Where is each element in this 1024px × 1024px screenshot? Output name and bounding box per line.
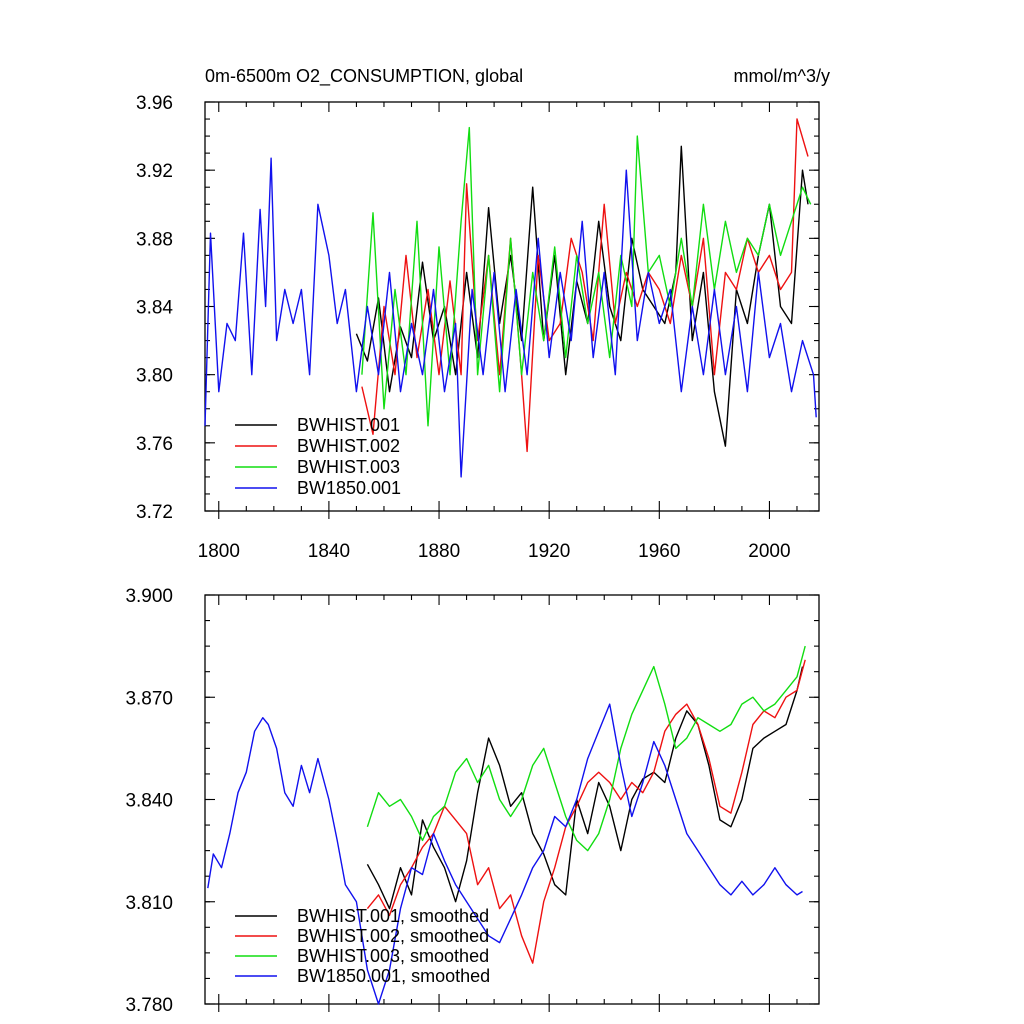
top-y-tick-label: 3.92	[136, 161, 173, 182]
top-legend-label: BWHIST.002	[297, 436, 400, 456]
top-series-group	[204, 118, 817, 478]
bottom-series-line-2	[366, 659, 806, 964]
top-series-line-1	[355, 145, 809, 447]
bottom-y-tick-label: 3.810	[125, 893, 173, 914]
top-legend-label: BW1850.001	[297, 478, 401, 498]
top-series-line-2	[361, 118, 809, 453]
top-axes-ticks: 1800 1840 1880 1920 1960 2000 3.72 3.76 3.80 3.84…	[136, 93, 819, 562]
top-y-tick-label: 3.80	[136, 366, 173, 387]
top-panel-title: 0m-6500m O2_CONSUMPTION, global	[205, 66, 523, 87]
bottom-panel: 3.780 3.810 3.840 3.870 3.900 BWHIST.001, sm…	[125, 586, 820, 1016]
x-tick-label: 1920	[528, 541, 570, 562]
bottom-legend-label: BWHIST.003, smoothed	[297, 946, 489, 966]
bottom-series-line-1	[366, 666, 804, 910]
bottom-series-line-3	[366, 645, 806, 852]
x-tick-label: 1800	[198, 541, 240, 562]
bottom-series-group	[207, 645, 806, 1005]
x-tick-label: 1960	[638, 541, 680, 562]
bottom-axes-ticks: 3.780 3.810 3.840 3.870 3.900	[125, 586, 819, 1016]
top-y-tick-label: 3.84	[136, 298, 173, 319]
x-tick-label: 1880	[418, 541, 460, 562]
bottom-series-line-4	[207, 703, 803, 1005]
top-y-tick-label: 3.76	[136, 434, 173, 455]
top-series-line-3	[361, 126, 812, 427]
top-legend-label: BWHIST.003	[297, 457, 400, 477]
bottom-y-tick-label: 3.780	[125, 995, 173, 1016]
top-panel: 0m-6500m O2_CONSUMPTION, global mmol/m^3…	[136, 66, 830, 562]
top-series-line-4	[204, 157, 817, 478]
top-panel-units: mmol/m^3/y	[734, 66, 830, 86]
x-tick-label: 2000	[748, 541, 790, 562]
bottom-legend-label: BWHIST.002, smoothed	[297, 926, 489, 946]
top-y-tick-label: 3.72	[136, 502, 173, 523]
bottom-legend-label: BWHIST.001, smoothed	[297, 906, 489, 926]
top-legend-label: BWHIST.001	[297, 415, 400, 435]
top-y-tick-label: 3.96	[136, 93, 173, 114]
x-tick-label: 1840	[308, 541, 350, 562]
bottom-y-tick-label: 3.870	[125, 688, 173, 709]
bottom-legend-label: BW1850.001, smoothed	[297, 966, 490, 986]
bottom-y-tick-label: 3.900	[125, 586, 173, 607]
top-y-tick-label: 3.88	[136, 229, 173, 250]
bottom-y-tick-label: 3.840	[125, 791, 173, 812]
